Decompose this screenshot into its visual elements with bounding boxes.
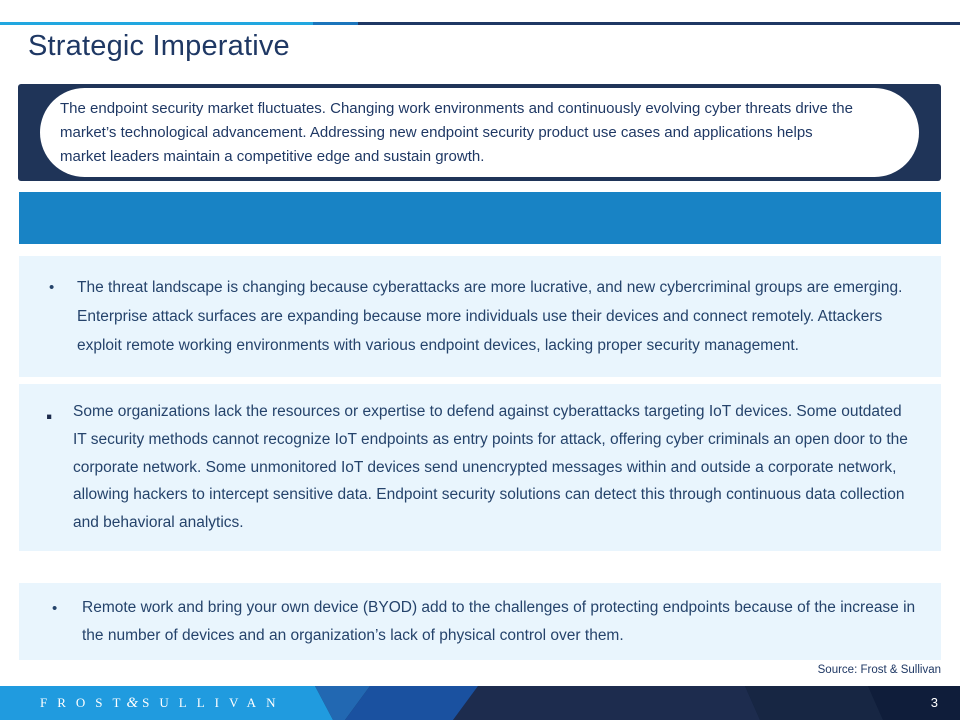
bullet-box-remote-work-byod: • Remote work and bring your own device … — [19, 583, 941, 660]
bullet-text: Some organizations lack the resources or… — [73, 403, 908, 532]
bullet-marker: • — [52, 599, 58, 617]
page-number: 3 — [930, 695, 938, 710]
footer-panel-navy — [453, 686, 760, 720]
accent-rule-cyan-segment — [0, 22, 313, 25]
bullet-text: Remote work and bring your own device (B… — [82, 598, 916, 644]
bullet-row: • Remote work and bring your own device … — [19, 594, 941, 650]
bullet-row: . Some organizations lack the resources … — [19, 393, 941, 537]
logo-ampersand: & — [126, 694, 139, 711]
footer-panel-royal-blue — [345, 686, 478, 720]
section-banner — [19, 192, 941, 244]
callout-pill: The endpoint security market fluctuates.… — [40, 88, 919, 177]
top-accent-rule — [0, 22, 960, 25]
footer-brand-bar: FROST & SULLIVAN 3 — [0, 686, 960, 720]
footer-panel-bright-blue — [0, 686, 333, 720]
bullet-row: • The threat landscape is changing becau… — [19, 273, 941, 360]
frost-sullivan-logo: FROST & SULLIVAN — [40, 686, 285, 720]
bullet-marker: . — [45, 393, 54, 426]
accent-rule-navy-segment — [358, 22, 960, 25]
callout-box: The endpoint security market fluctuates.… — [18, 84, 941, 181]
source-attribution: Source: Frost & Sullivan — [817, 664, 941, 676]
logo-sullivan-text: SULLIVAN — [142, 695, 286, 710]
bullet-text: The threat landscape is changing because… — [77, 279, 903, 354]
bullet-box-threat-landscape: • The threat landscape is changing becau… — [19, 256, 941, 377]
footer-panel-navy-dark — [868, 686, 960, 720]
accent-rule-midblue-segment — [313, 22, 358, 25]
page-title: Strategic Imperative — [28, 30, 290, 62]
footer-panel-navy-mid — [745, 686, 883, 720]
bullet-marker: • — [49, 279, 55, 296]
bullet-box-iot-resources: . Some organizations lack the resources … — [19, 384, 941, 551]
callout-text: The endpoint security market fluctuates.… — [60, 99, 853, 165]
logo-frost-text: FROST — [40, 695, 131, 710]
